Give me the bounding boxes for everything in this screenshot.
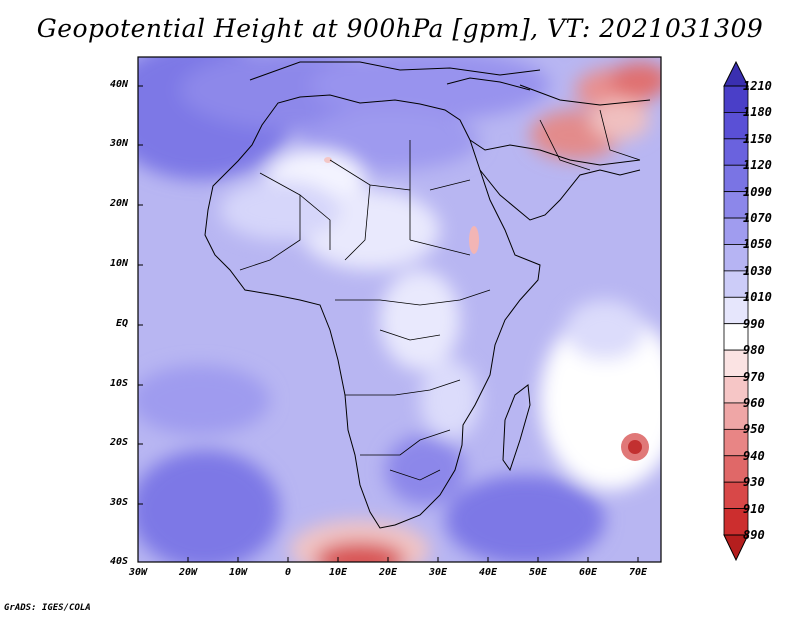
lat-label-40n: 40N (109, 79, 128, 90)
colorbar-label: 1070 (743, 211, 772, 226)
colorbar-label: 1030 (743, 263, 772, 278)
colorbar-swatch (723, 376, 749, 404)
colorbar-swatch (723, 481, 749, 509)
colorbar-label: 930 (743, 475, 765, 490)
colorbar-label: 890 (743, 528, 765, 542)
arabia-coast (479, 169, 641, 221)
colorbar-swatch (723, 428, 749, 457)
lat-label-20s: 20S (109, 437, 128, 448)
coastlines (204, 61, 651, 529)
height-field-shading (138, 57, 661, 562)
colorbar-swatch (723, 402, 749, 430)
lat-label-10n: 10N (109, 258, 128, 269)
colorbar-label: 910 (743, 501, 765, 516)
country-borders (239, 109, 641, 481)
colorbar-label: 940 (743, 448, 765, 463)
lon-label-40e: 40E (478, 567, 498, 578)
colorbar-label: 980 (743, 343, 765, 358)
colorbar-label: 1050 (743, 237, 772, 252)
grads-credit: GrADS: IGES/COLA (4, 603, 91, 613)
colorbar-label: 960 (743, 395, 765, 410)
axis-ticks (138, 85, 639, 562)
colorbar-swatch (723, 217, 749, 245)
lon-label-20e: 20E (378, 567, 398, 578)
lat-label-20n: 20N (109, 198, 128, 209)
colorbar-label: 1210 (743, 79, 772, 93)
lon-label-30w: 30W (128, 567, 148, 578)
colorbar-swatch (723, 138, 749, 166)
colorbar-label: 1010 (743, 290, 772, 305)
colorbar-top-arrow (723, 60, 749, 87)
madagascar-outline (502, 384, 531, 472)
colorbar-swatch (723, 244, 749, 272)
colorbar-swatch (723, 85, 749, 113)
colorbar-label: 990 (743, 316, 765, 331)
lon-label-20w: 20W (178, 567, 198, 578)
lon-label-0: 0 (284, 567, 292, 578)
ethiopian-highlands (469, 226, 479, 254)
colorbar-label: 1180 (743, 105, 772, 120)
colorbar-bottom-arrow (723, 534, 749, 562)
map-title: Geopotential Height at 900hPa [gpm], VT:… (36, 14, 764, 43)
colorbar-swatch (723, 191, 749, 219)
lon-label-60e: 60E (578, 567, 598, 578)
lat-label-eq: EQ (115, 318, 128, 329)
lat-label-10s: 10S (109, 378, 128, 389)
lon-label-70e: 70E (628, 567, 648, 578)
map-frame (137, 56, 662, 563)
lon-label-50e: 50E (528, 567, 548, 578)
lat-label-40s: 40S (109, 556, 128, 567)
lat-label-30s: 30S (109, 497, 128, 508)
colorbar-label: 1090 (743, 184, 772, 199)
lon-label-30e: 30E (428, 567, 448, 578)
colorbar-label: 970 (743, 369, 765, 384)
lat-label-30n: 30N (109, 138, 128, 149)
lon-label-10e: 10E (328, 567, 348, 578)
lon-label-10w: 10W (228, 567, 248, 578)
colorbar-swatch (723, 296, 749, 325)
colorbar-label: 1150 (743, 131, 772, 146)
colorbar-label: 950 (743, 422, 765, 437)
colorbar-swatch (723, 455, 749, 483)
colorbar-label: 1120 (743, 158, 772, 173)
